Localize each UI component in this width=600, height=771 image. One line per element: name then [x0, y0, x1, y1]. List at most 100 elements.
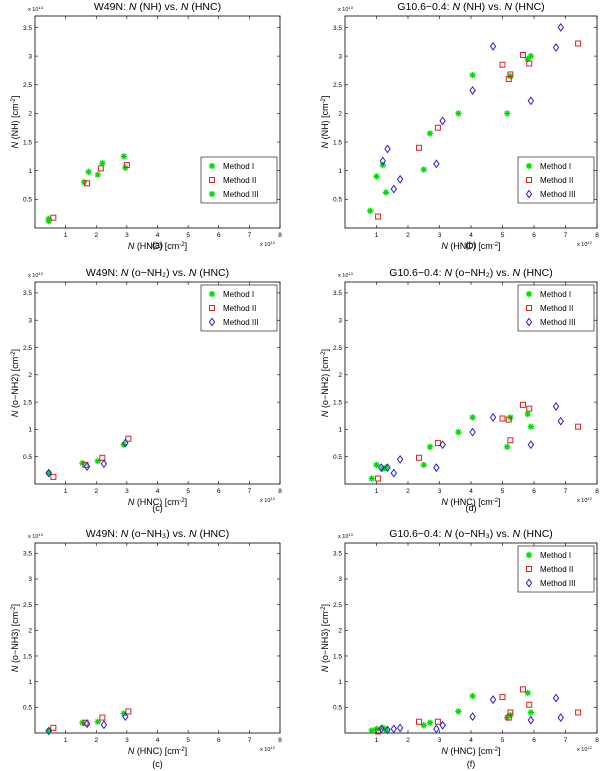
- legend-marker: [525, 189, 533, 199]
- data-point: [84, 180, 91, 187]
- data-point: [469, 71, 476, 79]
- series-method-ii: [375, 40, 582, 220]
- y-axis-label: N (NH) [cm-2]: [320, 96, 330, 149]
- y-tick-label: 3.5: [333, 290, 342, 297]
- x-tick-label: 7: [248, 737, 252, 744]
- data-point: [575, 423, 582, 430]
- x-exponent-label: x 1012: [260, 240, 276, 248]
- legend-label: Method I: [540, 551, 571, 560]
- y-axis-label-part: (NH) [cm: [10, 103, 20, 142]
- data-point: [469, 86, 476, 95]
- y-axis-label-part: (o−NH3) [cm: [10, 612, 20, 666]
- panel-caption: (c): [152, 503, 163, 513]
- data-point: [499, 694, 506, 701]
- legend-marker: [525, 290, 533, 298]
- legend-marker: [526, 177, 532, 183]
- y-axis-label: N (o−NH3) [cm-2]: [10, 604, 20, 672]
- panel-caption: (f): [467, 759, 476, 769]
- data-point: [396, 454, 404, 464]
- y-tick-label: 1: [28, 168, 32, 175]
- x-axis-label-part: N: [441, 746, 448, 756]
- x-tick-label: 5: [501, 232, 505, 239]
- y-exponent-label: x 1013: [338, 532, 354, 540]
- y-axis-label-part: -2: [11, 97, 17, 103]
- data-point: [373, 461, 380, 469]
- x-tick-label: 7: [248, 232, 252, 239]
- panel-caption: (b): [466, 240, 477, 250]
- x-axis-label-part: ]: [185, 241, 188, 251]
- data-point: [433, 724, 440, 734]
- legend-marker: [525, 578, 533, 588]
- data-point: [499, 61, 506, 68]
- x-axis-label-part: (HNC) [cm: [134, 746, 179, 756]
- y-tick-label: 3: [28, 318, 32, 325]
- x-exponent-label: x 1012: [260, 496, 276, 504]
- y-tick-label: 3: [338, 576, 342, 583]
- legend-label: Method III: [540, 579, 576, 588]
- legend-marker: [208, 162, 216, 170]
- y-exponent-power: 13: [38, 532, 43, 537]
- data-point: [97, 165, 104, 172]
- x-tick-label: 1: [375, 232, 379, 239]
- y-axis-label-part: ]: [320, 604, 330, 607]
- data-point: [100, 720, 108, 730]
- y-tick-label: 1: [28, 427, 32, 434]
- data-point: [85, 168, 92, 176]
- y-tick-label: 3: [338, 53, 342, 60]
- data-point: [426, 719, 434, 726]
- y-axis-label-part: -2: [11, 351, 17, 357]
- y-exponent-power: 13: [38, 5, 43, 10]
- x-exponent-power: 12: [587, 496, 592, 501]
- title-part: N: [444, 267, 452, 279]
- y-axis-label-part: ]: [10, 604, 20, 607]
- y-tick-label: 0.5: [23, 197, 32, 204]
- x-tick-label: 3: [125, 232, 129, 239]
- legend: Method I Method II Method III: [517, 545, 595, 593]
- y-tick-label: 2: [28, 111, 32, 118]
- y-axis-label: N (o−NH2) [cm-2]: [320, 349, 330, 417]
- title-part: N: [121, 267, 129, 279]
- y-axis-label-part: -2: [11, 606, 17, 612]
- x-tick-label: 8: [595, 232, 599, 239]
- data-point: [552, 43, 560, 52]
- title-part: W49N:: [94, 1, 129, 13]
- title-part: (HNC): [188, 1, 221, 13]
- x-exponent-power: 12: [270, 496, 275, 501]
- data-point: [382, 726, 390, 734]
- title-part: (NH) vs.: [460, 1, 504, 13]
- y-axis-label-part: (o−NH3) [cm: [320, 612, 330, 666]
- legend-label: Method I: [540, 162, 571, 171]
- data-point: [368, 475, 375, 482]
- x-tick-label: 2: [94, 488, 98, 495]
- x-tick-label: 1: [375, 488, 379, 495]
- data-point: [469, 712, 476, 722]
- data-point: [575, 40, 582, 47]
- title-part: N: [513, 528, 521, 540]
- title-part: G10.6−0.4:: [389, 528, 444, 540]
- x-exponent-label: x 1012: [577, 240, 593, 248]
- legend-label: Method III: [223, 190, 259, 199]
- data-point: [439, 116, 446, 126]
- data-point: [382, 189, 390, 196]
- data-point: [504, 110, 511, 117]
- y-axis-label-part: -2: [321, 351, 327, 357]
- y-tick-label: 3.5: [23, 551, 32, 558]
- data-point: [519, 401, 526, 408]
- data-point: [526, 701, 533, 708]
- x-tick-label: 2: [94, 737, 98, 744]
- y-exponent-label: x 1013: [28, 532, 44, 540]
- data-point: [45, 469, 52, 477]
- x-tick-label: 3: [125, 737, 129, 744]
- x-axis-label-part: N: [128, 241, 135, 251]
- x-exponent-power: 12: [270, 745, 275, 750]
- title-part: G10.6−0.4:: [389, 267, 444, 279]
- y-axis-label-part: ]: [10, 96, 20, 99]
- x-tick-label: 2: [406, 737, 410, 744]
- data-point: [504, 714, 511, 721]
- data-point: [507, 709, 514, 716]
- data-point: [378, 724, 385, 734]
- data-point: [507, 437, 514, 444]
